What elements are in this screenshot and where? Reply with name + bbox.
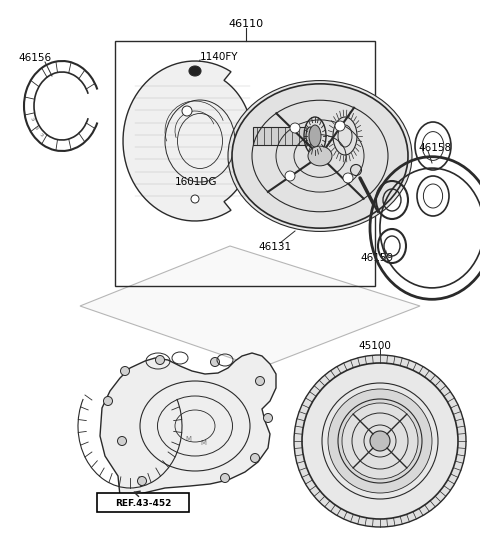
- Circle shape: [251, 454, 260, 463]
- Text: 46156: 46156: [18, 53, 51, 63]
- Text: REF.43-452: REF.43-452: [115, 499, 171, 508]
- Circle shape: [156, 355, 165, 365]
- Text: M: M: [200, 440, 206, 446]
- Circle shape: [220, 474, 229, 483]
- Ellipse shape: [370, 431, 390, 451]
- Polygon shape: [123, 61, 253, 221]
- Text: 46159: 46159: [360, 253, 393, 263]
- Text: 46159: 46159: [360, 176, 393, 186]
- Text: 46132: 46132: [246, 181, 279, 191]
- Ellipse shape: [342, 403, 418, 479]
- Text: 46153: 46153: [285, 119, 318, 129]
- Circle shape: [211, 358, 219, 366]
- Text: M: M: [185, 436, 191, 442]
- Circle shape: [335, 121, 345, 131]
- Circle shape: [104, 396, 112, 405]
- Bar: [115, 41, 375, 286]
- Ellipse shape: [228, 81, 412, 231]
- Ellipse shape: [304, 117, 326, 155]
- Circle shape: [182, 106, 192, 116]
- Text: 1140FY: 1140FY: [200, 52, 239, 62]
- Ellipse shape: [302, 363, 458, 519]
- Ellipse shape: [328, 389, 432, 493]
- Circle shape: [137, 476, 146, 485]
- FancyBboxPatch shape: [97, 493, 189, 512]
- Circle shape: [350, 165, 361, 176]
- Circle shape: [264, 414, 273, 423]
- Circle shape: [191, 195, 199, 203]
- Ellipse shape: [306, 127, 314, 145]
- Circle shape: [118, 436, 127, 445]
- Text: 1601DG: 1601DG: [175, 177, 217, 187]
- Ellipse shape: [232, 84, 408, 228]
- Text: 46158: 46158: [418, 143, 451, 153]
- Polygon shape: [80, 246, 420, 368]
- Ellipse shape: [328, 110, 362, 162]
- Text: 45100: 45100: [358, 341, 391, 351]
- Text: c: c: [35, 124, 40, 130]
- Ellipse shape: [309, 125, 321, 147]
- Bar: [253, 127, 310, 145]
- Circle shape: [285, 171, 295, 181]
- Ellipse shape: [294, 355, 466, 527]
- Polygon shape: [100, 353, 276, 496]
- Text: 46131: 46131: [258, 242, 291, 252]
- Text: 46157: 46157: [358, 146, 391, 156]
- Ellipse shape: [308, 146, 332, 166]
- Circle shape: [120, 366, 130, 375]
- Text: c: c: [40, 131, 46, 136]
- Text: c: c: [31, 116, 36, 121]
- Circle shape: [343, 173, 353, 183]
- Ellipse shape: [189, 66, 201, 76]
- Circle shape: [290, 123, 300, 133]
- Text: 1140GA: 1140GA: [358, 158, 396, 168]
- Circle shape: [255, 376, 264, 385]
- Text: 46110: 46110: [228, 19, 264, 29]
